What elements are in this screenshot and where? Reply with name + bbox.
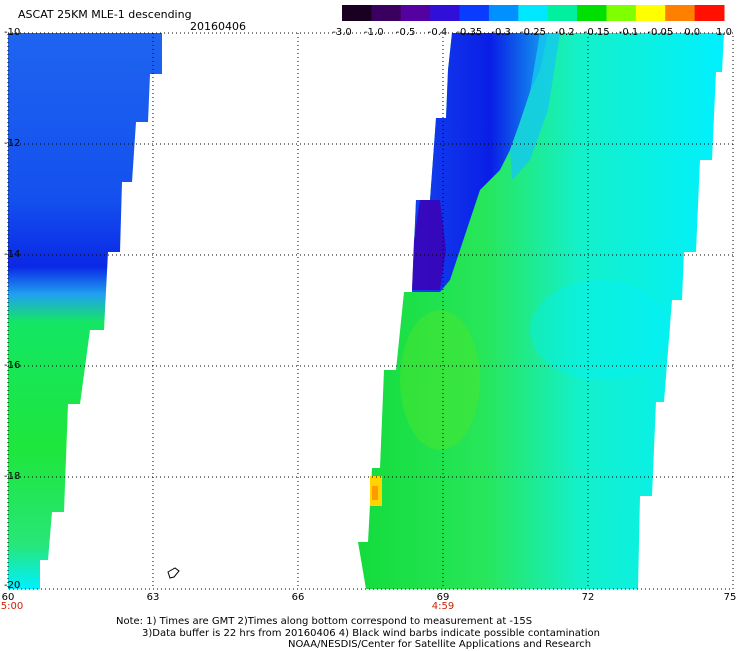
map-frame xyxy=(7,32,734,590)
island-outline xyxy=(167,567,180,579)
colorbar-swatch xyxy=(694,5,725,21)
colorbar-swatch xyxy=(518,5,549,21)
y-tick-label: -10 xyxy=(4,27,21,38)
cyan-patch xyxy=(530,280,670,380)
green-patch xyxy=(400,310,480,450)
colorbar-swatch xyxy=(430,5,461,21)
colorbar-label: -0.5 xyxy=(395,27,416,38)
y-tick-label: -18 xyxy=(4,471,21,482)
time-label: 5:00 xyxy=(0,601,24,612)
colorbar-label: -0.05 xyxy=(647,27,674,38)
colorbar-swatch xyxy=(635,5,666,21)
map-date: 20160406 xyxy=(190,20,246,33)
grid xyxy=(8,33,733,589)
colorbar-swatch xyxy=(577,5,607,21)
colorbar-label: 1.0 xyxy=(716,27,732,38)
x-tick-label: 66 xyxy=(291,592,305,603)
colorbar-swatch xyxy=(400,5,431,21)
footer-notes: Note: 1) Times are GMT 2)Times along bot… xyxy=(116,616,600,651)
y-tick-label: -20 xyxy=(4,580,21,591)
colorbar xyxy=(342,5,725,21)
colorbar-swatch xyxy=(547,5,578,21)
colorbar-label: -0.2 xyxy=(555,27,575,38)
x-tick-label: 75 xyxy=(723,592,737,603)
time-label: 4:59 xyxy=(431,601,455,612)
cyan-streak xyxy=(510,33,560,180)
x-tick-label: 69 xyxy=(436,592,450,603)
y-tick-label: -14 xyxy=(4,249,21,260)
colorbar-swatch xyxy=(665,5,696,21)
note-line: Note: 1) Times are GMT 2)Times along bot… xyxy=(116,616,533,627)
colorbar-label: -0.1 xyxy=(618,27,639,38)
note-line: NOAA/NESDIS/Center for Satellite Applica… xyxy=(288,639,592,650)
colorbar-label: -0.3 xyxy=(491,27,511,38)
colorbar-label: -0.35 xyxy=(456,27,483,38)
orange-patch xyxy=(372,486,378,500)
map-title: ASCAT 25KM MLE-1 descending xyxy=(18,8,192,21)
colorbar-label: -0.15 xyxy=(583,27,610,38)
colorbar-swatch xyxy=(459,5,490,21)
purple-core xyxy=(412,200,446,290)
colorbar-label: -3.0 xyxy=(332,27,352,38)
note-line: 3)Data buffer is 22 hrs from 20160406 4)… xyxy=(142,627,600,639)
x-tick-label: 72 xyxy=(581,592,595,603)
colorbar-swatch xyxy=(488,5,519,21)
colorbar-swatch xyxy=(606,5,637,21)
colorbar-swatch xyxy=(342,5,372,21)
y-tick-label: -16 xyxy=(4,360,21,371)
left-swath xyxy=(8,33,162,589)
x-tick-label: 60 xyxy=(1,592,15,603)
x-tick-label: 63 xyxy=(146,592,160,603)
colorbar-label: -0.4 xyxy=(427,27,448,38)
colorbar-label: 0.0 xyxy=(684,27,701,38)
colorbar-swatch xyxy=(371,5,402,21)
colorbar-label: -0.25 xyxy=(520,27,546,38)
colorbar-label: -1.0 xyxy=(364,27,384,38)
y-tick-label: -12 xyxy=(4,138,21,149)
